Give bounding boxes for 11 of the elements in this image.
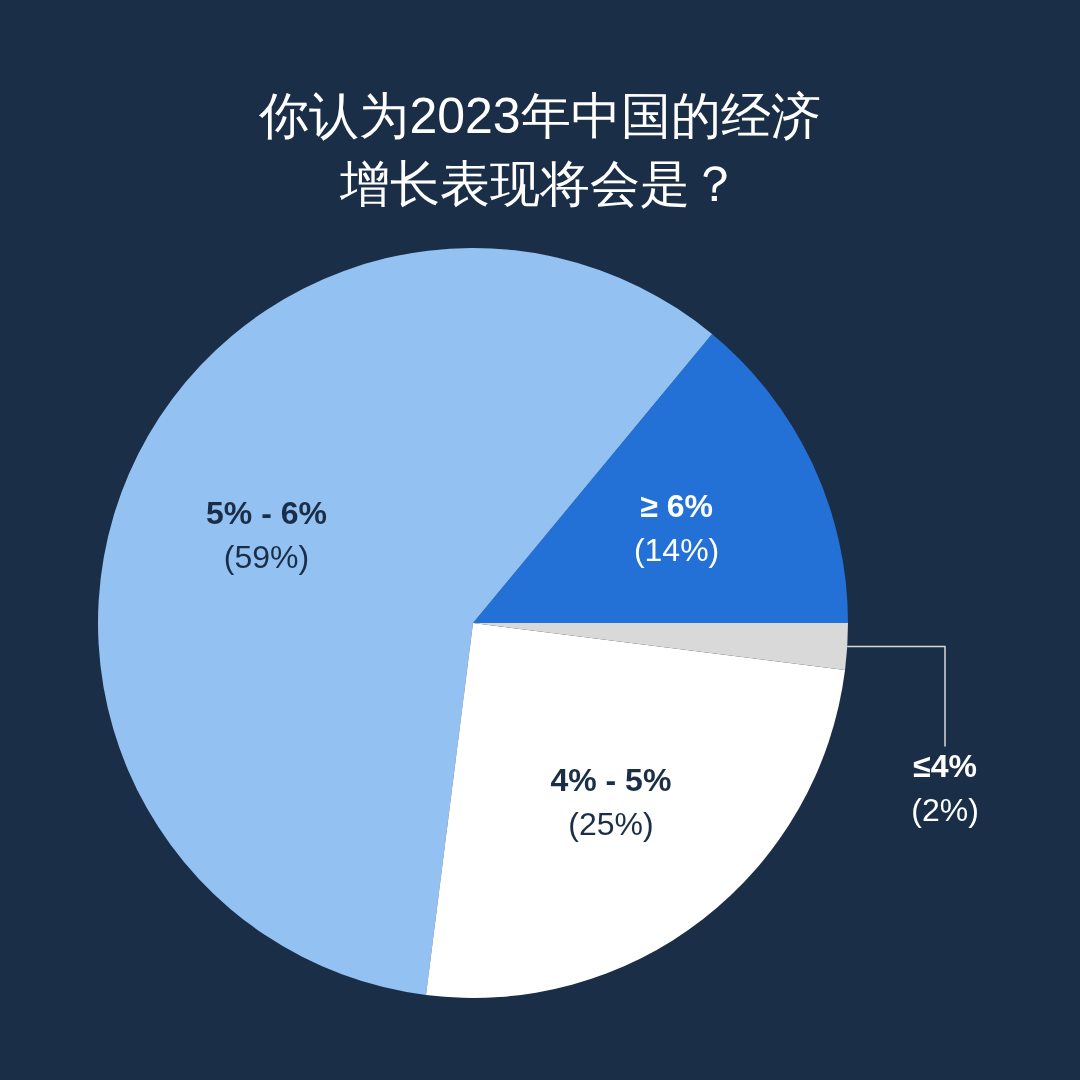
slice-label: ≥ 6% — [640, 488, 713, 525]
data-label: (2%) — [911, 791, 979, 828]
data-label: (59%) — [223, 538, 310, 575]
pie-slice — [426, 623, 846, 998]
data-label: (25%) — [568, 805, 654, 842]
data-label: (14%) — [633, 532, 720, 569]
slice-label: ≤4% — [913, 747, 977, 784]
slice-label: 4% - 5% — [550, 761, 672, 798]
chart-title: 你认为2023年中国的经济增长表现将会是？ — [258, 88, 821, 212]
slice-label: 5% - 6% — [206, 494, 327, 531]
pie-slice — [473, 334, 848, 623]
